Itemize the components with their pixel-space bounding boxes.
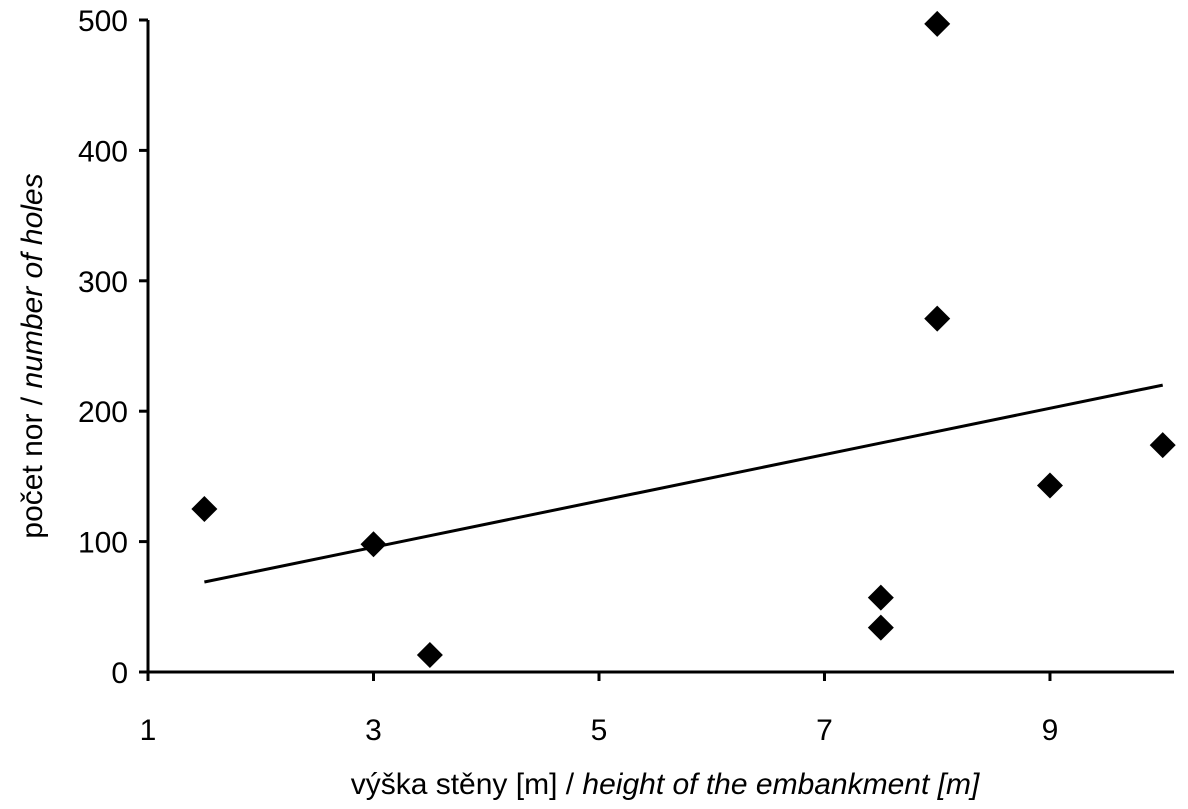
x-ticks: 1 3 5 7 9 [140,672,1059,747]
data-points [191,11,1175,668]
y-tick-label: 100 [78,527,128,560]
x-axis-title-cz: výška stěny [m] / [351,768,583,801]
axes [148,20,1174,672]
data-point [868,615,894,641]
data-point [1150,432,1176,458]
y-axis-title-cz: počet nor / [16,389,49,539]
y-axis-title: počet nor / number of holes [16,173,49,538]
data-point [1037,473,1063,499]
trendline [204,385,1162,582]
data-point [924,306,950,332]
x-axis-title-en: height of the embankment [m] [582,768,980,801]
y-ticks: 0 100 200 300 400 500 [78,5,148,690]
y-tick-label: 200 [78,396,128,429]
y-tick-label: 300 [78,266,128,299]
y-tick-label: 0 [111,657,128,690]
data-point [360,531,386,557]
x-tick-label: 9 [1042,714,1059,747]
data-point [924,11,950,37]
data-point [868,585,894,611]
x-axis-title: výška stěny [m] / height of the embankme… [351,768,980,801]
data-point [191,496,217,522]
x-tick-label: 3 [365,714,382,747]
y-axis-title-en: number of holes [16,173,49,388]
y-tick-label: 400 [78,135,128,168]
data-point [417,642,443,668]
y-tick-label: 500 [78,5,128,38]
x-tick-label: 1 [140,714,157,747]
x-tick-label: 5 [591,714,608,747]
x-tick-label: 7 [816,714,833,747]
